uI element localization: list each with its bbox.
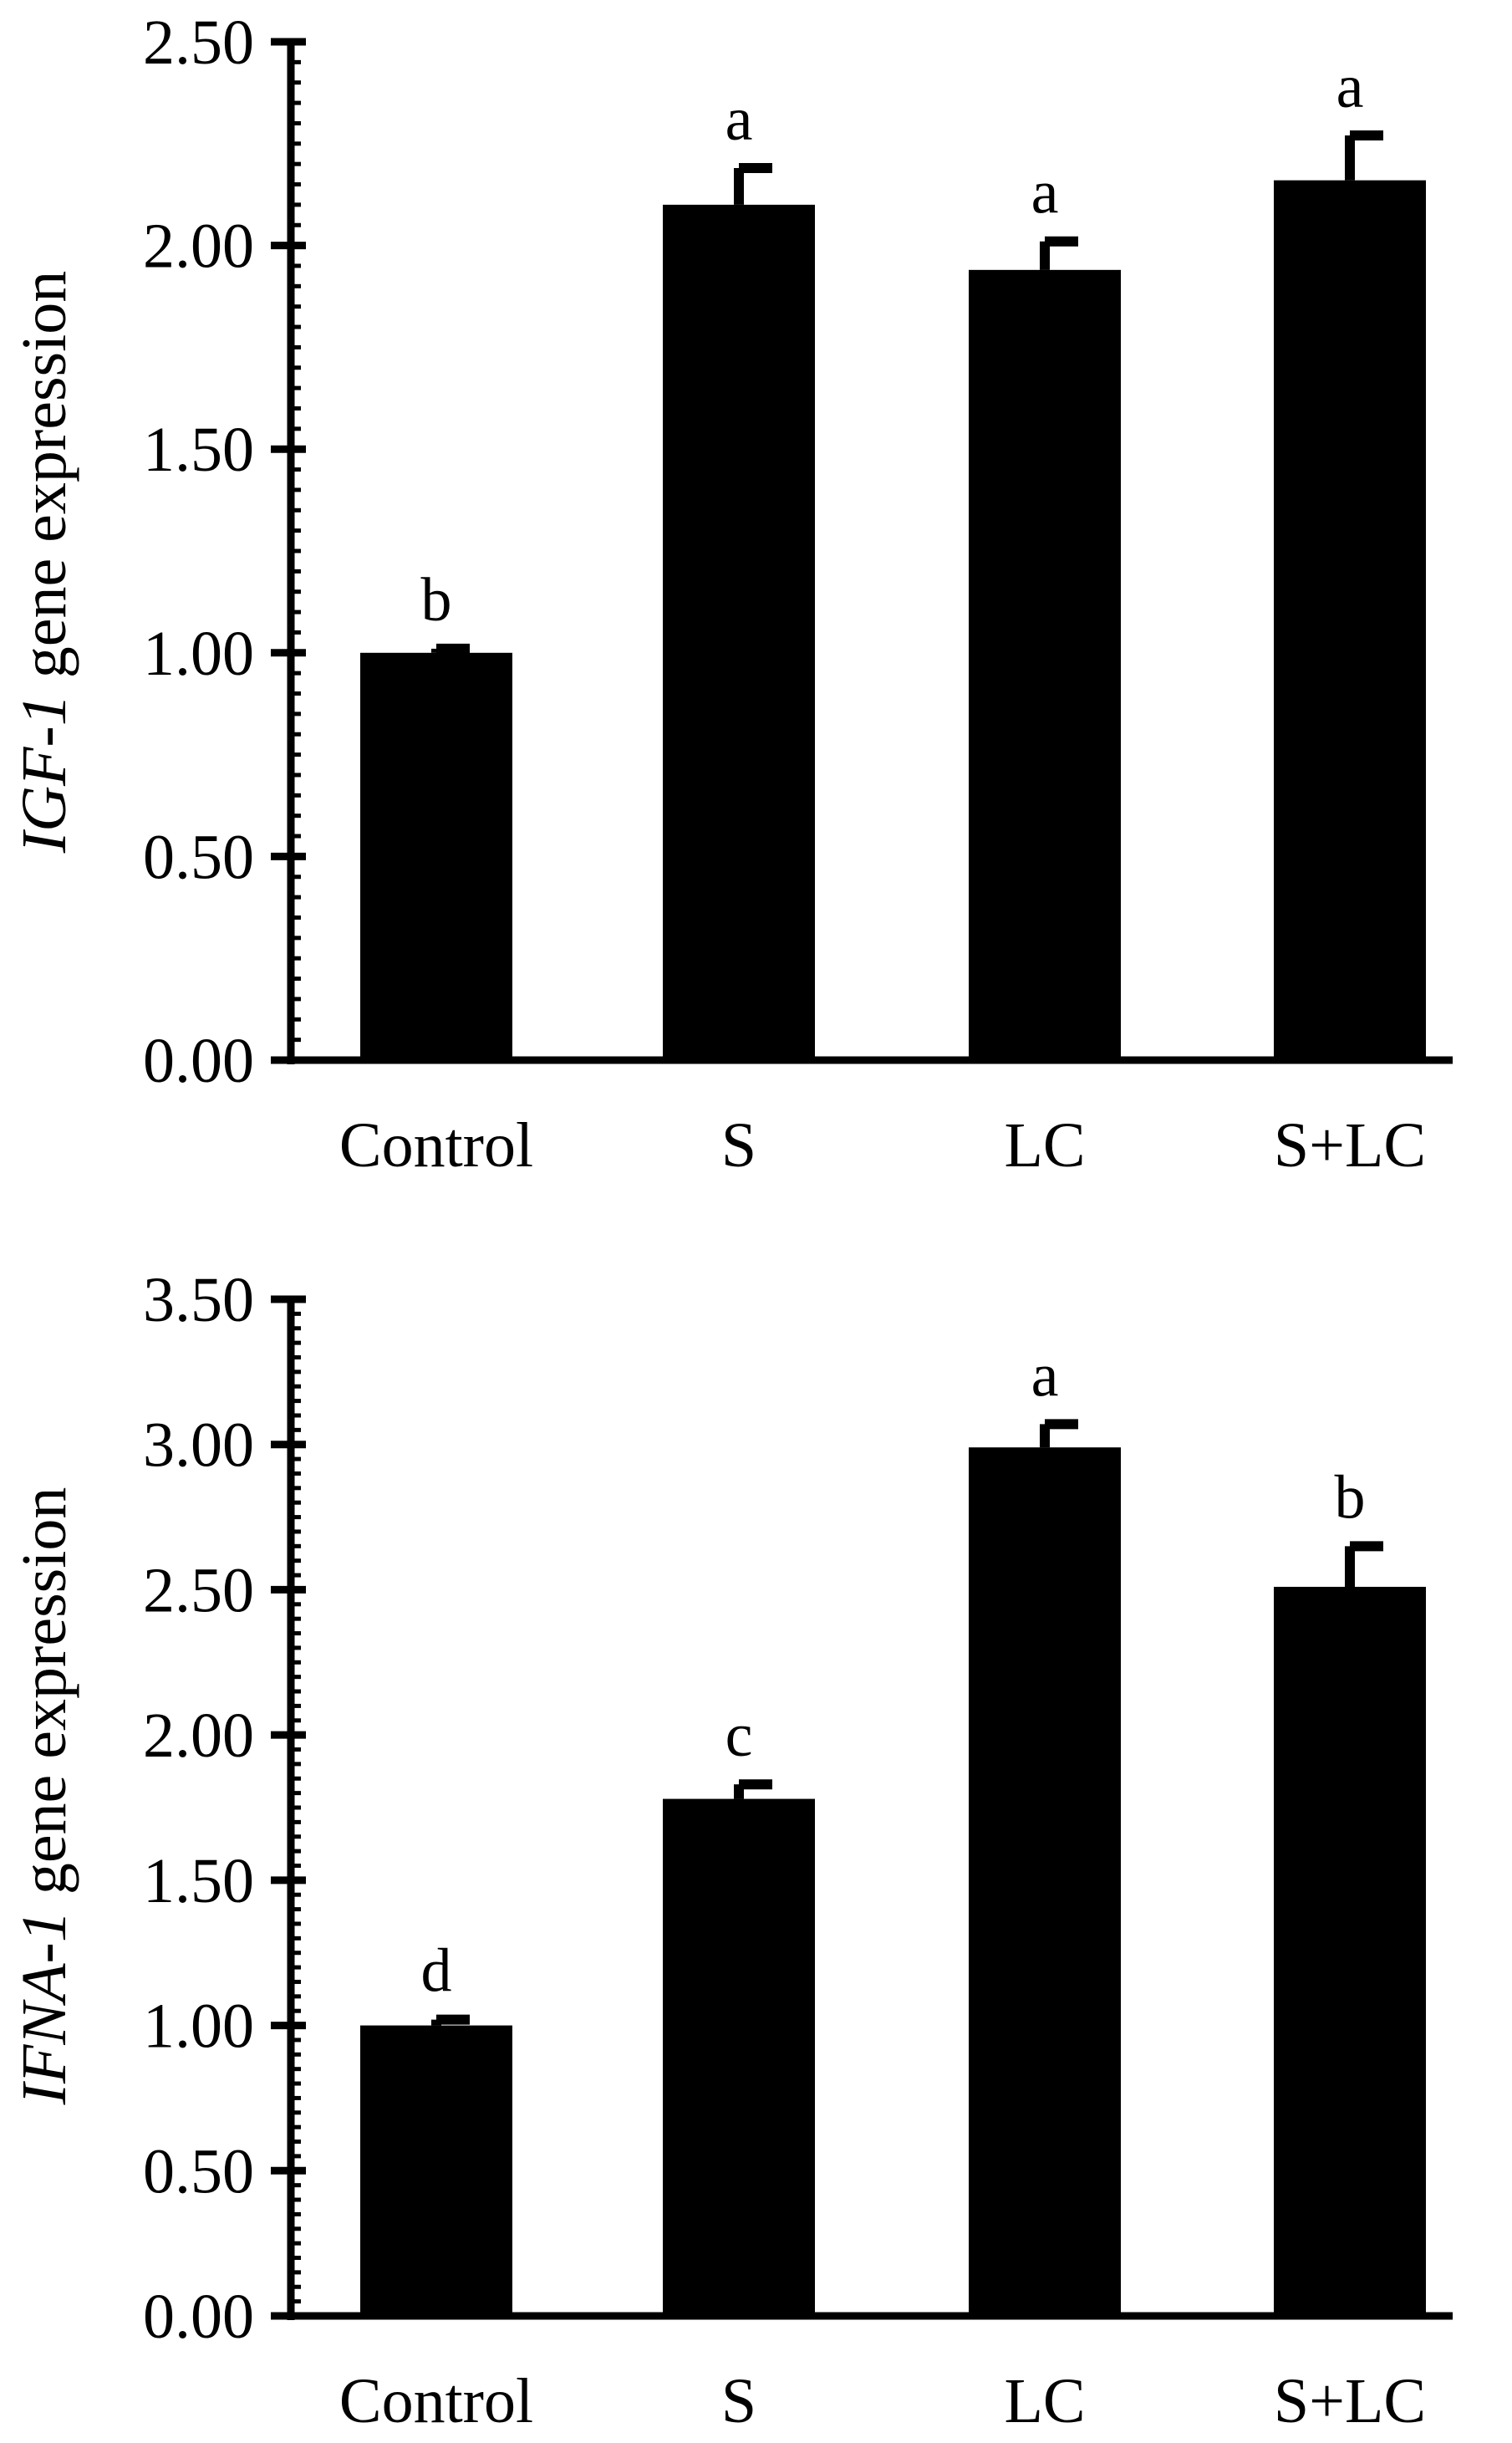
chart-1-ytick-label: 1.00 bbox=[143, 619, 254, 689]
chart-2-category-label: S+LC bbox=[1274, 2366, 1426, 2436]
chart-1-ylabel: IGF-1 gene expression bbox=[9, 271, 79, 854]
chart-1-ytick-label: 2.50 bbox=[143, 8, 254, 78]
chart-1-ylabel-text: IGF-1 gene expression bbox=[9, 271, 79, 854]
chart-panel-2: IFNA-1 gene expression 0.00 0.50 1.00 1.50 2… bbox=[9, 1265, 1453, 2436]
chart-1-category-label: Control bbox=[339, 1110, 533, 1181]
chart-1-category-label: S bbox=[721, 1110, 756, 1181]
chart-1-significance-label: a bbox=[725, 85, 753, 154]
chart-2-bar-s bbox=[663, 1798, 815, 2316]
chart-2-category-label: Control bbox=[339, 2366, 533, 2436]
chart-1-ytick-label: 1.50 bbox=[143, 415, 254, 485]
chart-2-ylabel: IFNA-1 gene expression bbox=[9, 1487, 79, 2106]
chart-1-categories: Control S LC S+LC bbox=[339, 1110, 1426, 1181]
chart-2-ylabel-text: IFNA-1 gene expression bbox=[9, 1487, 79, 2106]
chart-2-ytick-label: 1.50 bbox=[143, 1846, 254, 1916]
chart-2-significance-label: b bbox=[1335, 1463, 1366, 1532]
chart-2-category-label: LC bbox=[1004, 2366, 1085, 2436]
chart-1-yticks: 0.00 0.50 1.00 1.50 2.00 2.50 bbox=[143, 8, 306, 1096]
chart-2-ylabel-gene: IFNA-1 bbox=[9, 1910, 79, 2105]
chart-2-ytick-label: 3.00 bbox=[143, 1410, 254, 1481]
chart-1-significance-label: a bbox=[1336, 53, 1364, 121]
chart-1-bar-s bbox=[663, 204, 815, 1060]
chart-2-significance-label: a bbox=[1031, 1341, 1059, 1410]
chart-2-ytick-label: 2.50 bbox=[143, 1555, 254, 1625]
chart-2-yticks: 0.00 0.50 1.00 1.50 2.00 2.50 3.00 3.50 bbox=[143, 1265, 306, 2352]
chart-1-significance-label: b bbox=[421, 566, 452, 635]
chart-2-category-label: S bbox=[721, 2366, 756, 2436]
chart-1-ylabel-rest: gene expression bbox=[9, 271, 79, 695]
chart-panel-1: IGF-1 gene expression 0.00 0.50 1.00 1.50 2.… bbox=[9, 8, 1453, 1181]
chart-1-bar-lc bbox=[969, 269, 1121, 1060]
chart-2-bar-control bbox=[360, 2025, 512, 2316]
chart-1-category-label: S+LC bbox=[1274, 1110, 1426, 1181]
chart-2-ytick-label: 0.50 bbox=[143, 2136, 254, 2206]
chart-2-significance-label: d bbox=[421, 1937, 452, 2006]
chart-2-categories: Control S LC S+LC bbox=[339, 2366, 1426, 2436]
chart-1-ytick-label: 0.50 bbox=[143, 822, 254, 892]
chart-2-ytick-label: 0.00 bbox=[143, 2282, 254, 2352]
chart-2-ytick-label: 3.50 bbox=[143, 1265, 254, 1335]
chart-2-bars: d c a b bbox=[360, 1341, 1426, 2316]
chart-1-axes bbox=[271, 38, 1453, 1064]
chart-1-category-label: LC bbox=[1004, 1110, 1085, 1181]
chart-2-ylabel-rest: gene expression bbox=[9, 1487, 79, 1911]
chart-2-ytick-label: 1.00 bbox=[143, 1992, 254, 2062]
chart-1-ylabel-gene: IGF-1 bbox=[9, 694, 79, 854]
chart-1-significance-label: a bbox=[1031, 159, 1059, 227]
chart-2-bar-s-plus-lc bbox=[1274, 1586, 1426, 2316]
chart-2-bar-lc bbox=[969, 1447, 1121, 2316]
chart-1-ytick-label: 0.00 bbox=[143, 1026, 254, 1096]
chart-2-ytick-label: 2.00 bbox=[143, 1701, 254, 1771]
chart-2-significance-label: c bbox=[725, 1701, 753, 1770]
chart-1-bar-s-plus-lc bbox=[1274, 180, 1426, 1061]
chart-1-bars: b a a a bbox=[360, 53, 1426, 1061]
chart-1-ytick-label: 2.00 bbox=[143, 212, 254, 282]
chart-1-bar-control bbox=[360, 652, 512, 1060]
chart-2-axes bbox=[271, 1296, 1453, 2320]
